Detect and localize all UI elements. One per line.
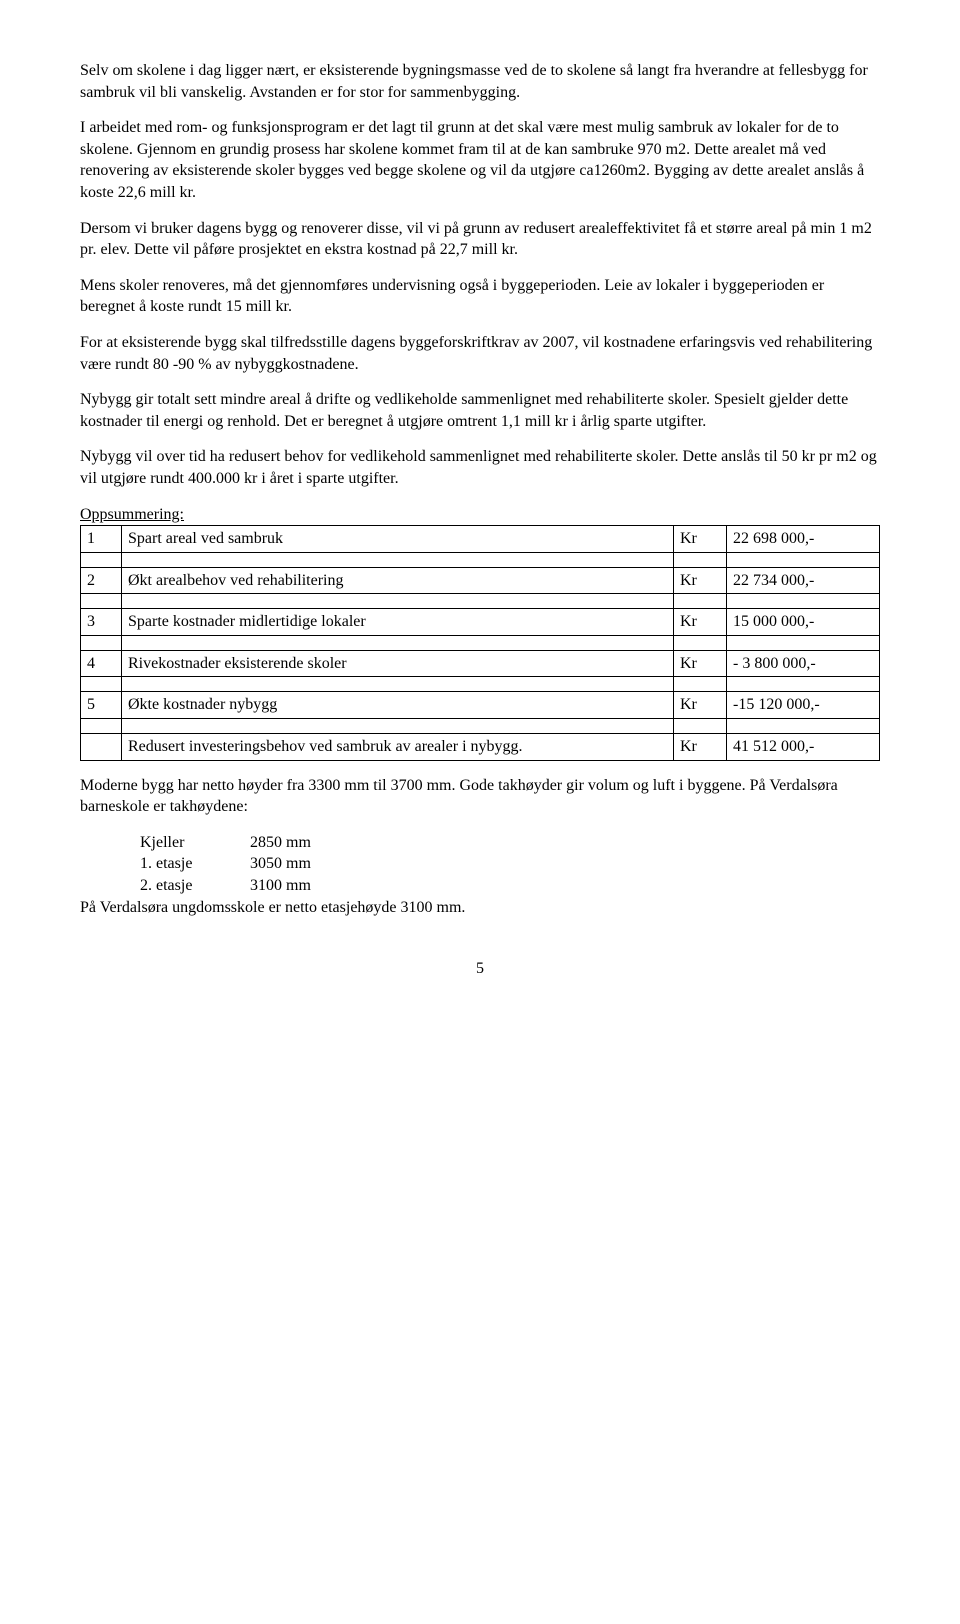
row-number: 2 [81, 567, 122, 594]
paragraph: Dersom vi bruker dagens bygg og renovere… [80, 218, 880, 261]
amount-value: 15 000 000,- [727, 609, 880, 636]
amount-value: 22 734 000,- [727, 567, 880, 594]
amount-value: 22 698 000,- [727, 526, 880, 553]
paragraph: Moderne bygg har netto høyder fra 3300 m… [80, 775, 880, 818]
row-number: 5 [81, 692, 122, 719]
spacer-row [81, 677, 880, 692]
currency-label: Kr [674, 692, 727, 719]
page-number: 5 [80, 958, 880, 980]
spacer-row [81, 635, 880, 650]
currency-label: Kr [674, 526, 727, 553]
paragraph: Mens skoler renoveres, må det gjennomfør… [80, 275, 880, 318]
list-item: Kjeller 2850 mm [140, 832, 880, 854]
spacer-row [81, 594, 880, 609]
list-item: 1. etasje 3050 mm [140, 853, 880, 875]
height-value: 2850 mm [250, 832, 311, 854]
row-description: Rivekostnader eksisterende skoler [122, 650, 674, 677]
paragraph: På Verdalsøra ungdomsskole er netto etas… [80, 897, 880, 919]
paragraph: I arbeidet med rom- og funksjonsprogram … [80, 117, 880, 203]
table-row: 1 Spart areal ved sambruk Kr 22 698 000,… [81, 526, 880, 553]
table-row: 3 Sparte kostnader midlertidige lokaler … [81, 609, 880, 636]
row-description: Økt arealbehov ved rehabilitering [122, 567, 674, 594]
paragraph: Nybygg vil over tid ha redusert behov fo… [80, 446, 880, 489]
currency-label: Kr [674, 567, 727, 594]
spacer-row [81, 552, 880, 567]
summary-table: 1 Spart areal ved sambruk Kr 22 698 000,… [80, 525, 880, 761]
paragraph: For at eksisterende bygg skal tilfredsst… [80, 332, 880, 375]
row-description: Redusert investeringsbehov ved sambruk a… [122, 734, 674, 761]
currency-label: Kr [674, 650, 727, 677]
spacer-row [81, 719, 880, 734]
paragraph: Selv om skolene i dag ligger nært, er ek… [80, 60, 880, 103]
height-label: Kjeller [140, 832, 250, 854]
list-item: 2. etasje 3100 mm [140, 875, 880, 897]
table-row: 4 Rivekostnader eksisterende skoler Kr -… [81, 650, 880, 677]
table-row: 2 Økt arealbehov ved rehabilitering Kr 2… [81, 567, 880, 594]
height-label: 1. etasje [140, 853, 250, 875]
height-value: 3050 mm [250, 853, 311, 875]
amount-value: -15 120 000,- [727, 692, 880, 719]
height-label: 2. etasje [140, 875, 250, 897]
height-list: Kjeller 2850 mm 1. etasje 3050 mm 2. eta… [140, 832, 880, 897]
row-number: 3 [81, 609, 122, 636]
currency-label: Kr [674, 609, 727, 636]
row-description: Spart areal ved sambruk [122, 526, 674, 553]
currency-label: Kr [674, 734, 727, 761]
height-value: 3100 mm [250, 875, 311, 897]
table-row: Redusert investeringsbehov ved sambruk a… [81, 734, 880, 761]
amount-value: - 3 800 000,- [727, 650, 880, 677]
row-number: 4 [81, 650, 122, 677]
row-number: 1 [81, 526, 122, 553]
summary-heading: Oppsummering: [80, 504, 880, 526]
table-row: 5 Økte kostnader nybygg Kr -15 120 000,- [81, 692, 880, 719]
paragraph: Nybygg gir totalt sett mindre areal å dr… [80, 389, 880, 432]
row-description: Sparte kostnader midlertidige lokaler [122, 609, 674, 636]
row-description: Økte kostnader nybygg [122, 692, 674, 719]
amount-value: 41 512 000,- [727, 734, 880, 761]
row-number [81, 734, 122, 761]
